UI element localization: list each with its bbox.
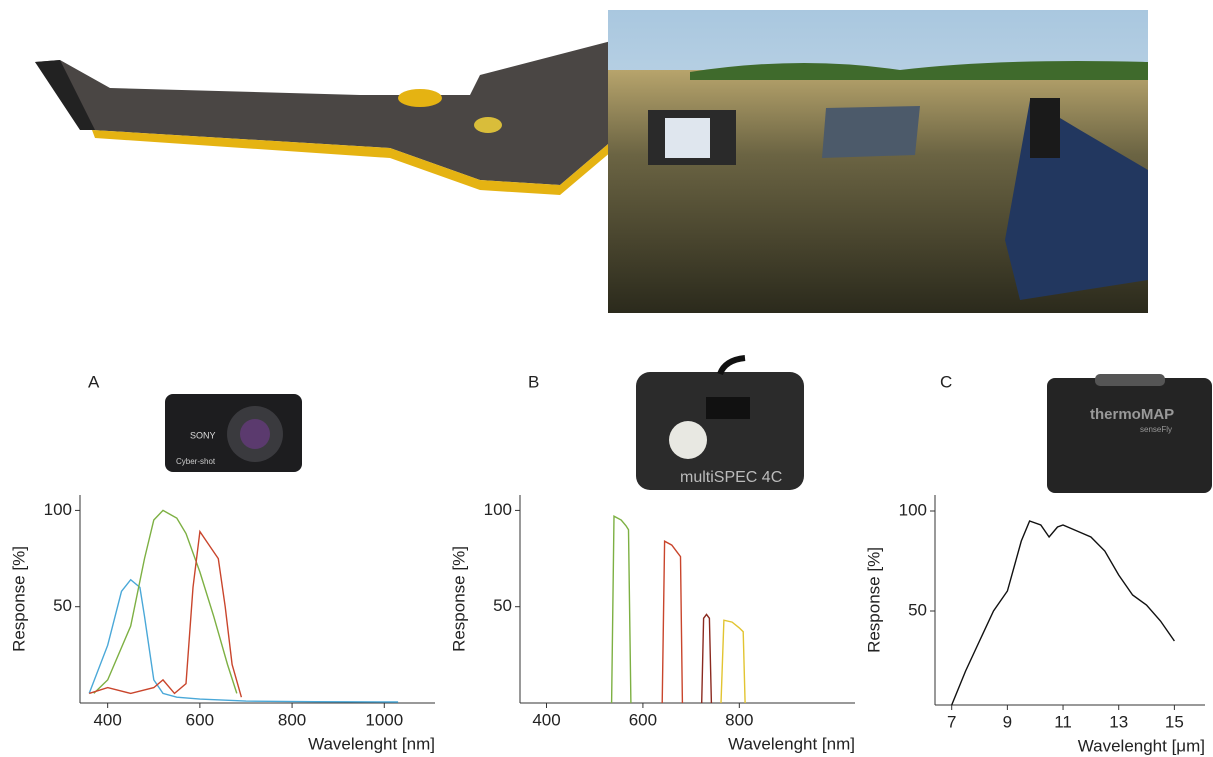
y-axis-label: Response [%]: [864, 547, 883, 653]
panel-label: B: [528, 372, 539, 391]
y-tick-label: 100: [44, 500, 72, 519]
multispec: multiSPEC 4C: [636, 358, 804, 490]
line-series: [662, 541, 682, 703]
device-label: thermoMAP: [1090, 406, 1174, 423]
y-tick-label: 50: [53, 596, 72, 615]
x-axis-label: Wavelenght [μm]: [1078, 736, 1205, 755]
x-axis-label: Wavelenght [nm]: [308, 734, 435, 753]
x-tick-label: 600: [629, 710, 657, 729]
field-photo: [608, 10, 1148, 313]
line-series: [89, 532, 241, 698]
device-label: Cyber-shot: [176, 457, 216, 466]
panel-label: C: [940, 372, 952, 391]
y-tick-label: 50: [908, 600, 927, 619]
device-label: multiSPEC 4C: [680, 469, 782, 486]
x-tick-label: 600: [186, 710, 214, 729]
drone: [35, 12, 695, 195]
camera: SONY Cyber-shot: [165, 394, 302, 472]
line-series: [721, 620, 745, 703]
x-tick-label: 7: [947, 712, 956, 731]
line-series: [612, 516, 631, 703]
x-tick-label: 9: [1003, 712, 1012, 731]
y-axis-label: Response [%]: [9, 546, 28, 652]
y-axis-label: Response [%]: [449, 546, 468, 652]
y-tick-label: 50: [493, 596, 512, 615]
x-tick-label: 400: [532, 710, 560, 729]
x-tick-label: 800: [278, 710, 306, 729]
y-tick-label: 100: [484, 500, 512, 519]
x-tick-label: 11: [1054, 712, 1072, 731]
device-label: senseFly: [1140, 425, 1172, 434]
x-tick-label: 400: [93, 710, 121, 729]
figure: SONY Cyber-shot multiSPEC 4C thermoMAP s…: [0, 0, 1213, 757]
device-label: SONY: [190, 430, 216, 440]
x-tick-label: 1000: [365, 710, 403, 729]
panel-label: A: [88, 372, 100, 391]
thermomap: thermoMAP senseFly: [1047, 374, 1212, 493]
line-series: [952, 521, 1175, 705]
page: SONY Cyber-shot multiSPEC 4C thermoMAP s…: [0, 0, 1213, 757]
x-tick-label: 800: [725, 710, 753, 729]
line-series: [94, 510, 237, 693]
x-tick-label: 15: [1165, 712, 1184, 731]
y-tick-label: 100: [899, 500, 927, 519]
x-tick-label: 13: [1109, 712, 1128, 731]
line-series: [702, 614, 712, 703]
x-axis-label: Wavelenght [nm]: [728, 734, 855, 753]
line-series: [89, 580, 398, 702]
